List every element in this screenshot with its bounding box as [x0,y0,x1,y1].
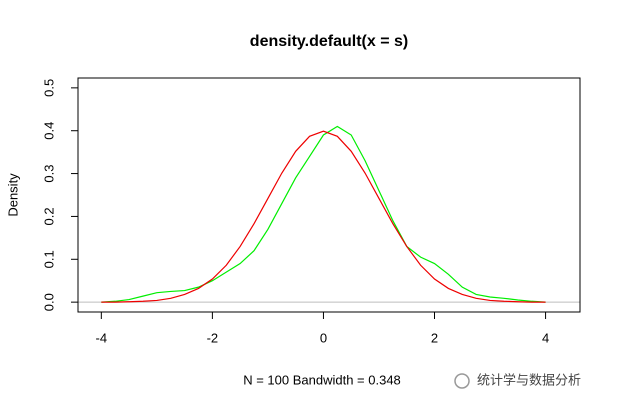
density-line [101,125,546,303]
y-tick-label: 0.4 [41,122,56,140]
x-tick-label: 4 [542,330,549,345]
y-tick-label: 0.0 [41,293,56,311]
y-tick-label: 0.5 [41,79,56,97]
x-tick-label: 0 [320,330,327,345]
y-tick-label: 0.1 [41,250,56,268]
y-tick-label: 0.2 [41,207,56,225]
x-tick-label: 2 [431,330,438,345]
plot-frame [77,77,581,313]
y-axis-label: Density [5,173,20,217]
chart-title: density.default(x = s) [250,33,408,50]
y-tick-label: 0.3 [41,165,56,183]
x-tick-label: -2 [207,330,219,345]
density-line [101,130,546,303]
watermark: 统计学与数据分析 [477,372,581,387]
watermark-icon [454,373,470,389]
x-tick-label: -4 [96,330,108,345]
x-axis-label: N = 100 Bandwidth = 0.348 [243,372,401,387]
